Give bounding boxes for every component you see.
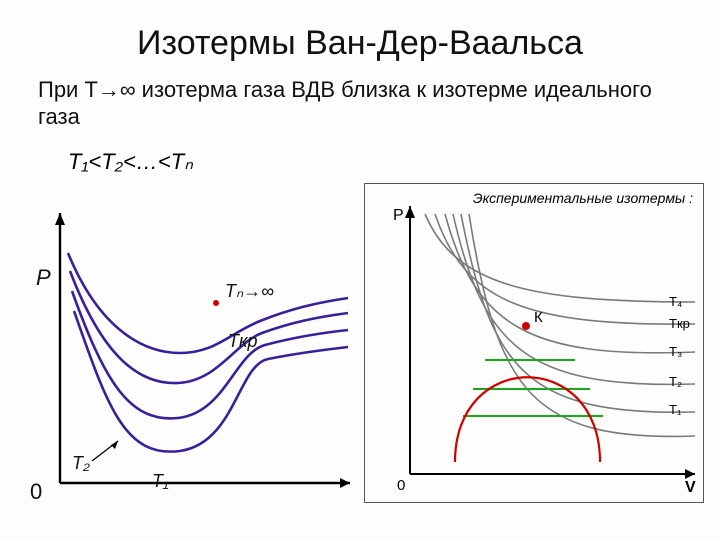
- t2-label: T₂: [72, 453, 90, 474]
- isotherm-left-0: [68, 253, 348, 353]
- isotherm-left-3: [74, 311, 348, 452]
- t1-label: T₁: [152, 471, 169, 492]
- tn-infty-label: Tₙ→∞: [225, 281, 274, 302]
- isotherm-right-4: [461, 214, 695, 412]
- axis-p-label: P: [36, 265, 51, 291]
- svg-text:V: V: [685, 479, 696, 496]
- svg-text:0: 0: [397, 477, 405, 494]
- iso-label-3: T₂: [669, 374, 682, 389]
- iso-label-0: T₄: [669, 294, 682, 309]
- iso-label-4: T₁: [669, 402, 682, 417]
- lead-text: При Т→∞ изотерма газа ВДВ близка к изоте…: [38, 77, 686, 131]
- iso-label-1: Tкр: [669, 316, 690, 331]
- isotherm-right-3: [453, 214, 695, 384]
- axis-origin-label: 0: [30, 479, 42, 505]
- tn-dot: [213, 300, 219, 306]
- iso-label-2: T₃: [669, 344, 682, 359]
- critical-point: [522, 322, 530, 330]
- left-diagram: P 0 Tₙ→∞ Tкр T₂ T₁: [30, 183, 350, 503]
- right-caption: Экспериментальные изотермы :: [473, 190, 693, 206]
- right-svg: P V 0 К T₄ Tкр T₃ T₂ T₁: [365, 184, 703, 502]
- right-diagram: Экспериментальные изотермы : P V 0 К T₄ Tкр…: [364, 183, 704, 503]
- isotherm-left-1: [70, 271, 348, 383]
- tkr-label: Tкр: [228, 331, 258, 352]
- page-title: Изотермы Ван-Дер-Ваальса: [30, 24, 690, 63]
- inequality-text: T₁<T₂<…<Tₙ: [68, 149, 690, 175]
- isotherm-left-2: [72, 291, 348, 418]
- svg-text:К: К: [534, 309, 543, 326]
- svg-text:P: P: [393, 207, 404, 224]
